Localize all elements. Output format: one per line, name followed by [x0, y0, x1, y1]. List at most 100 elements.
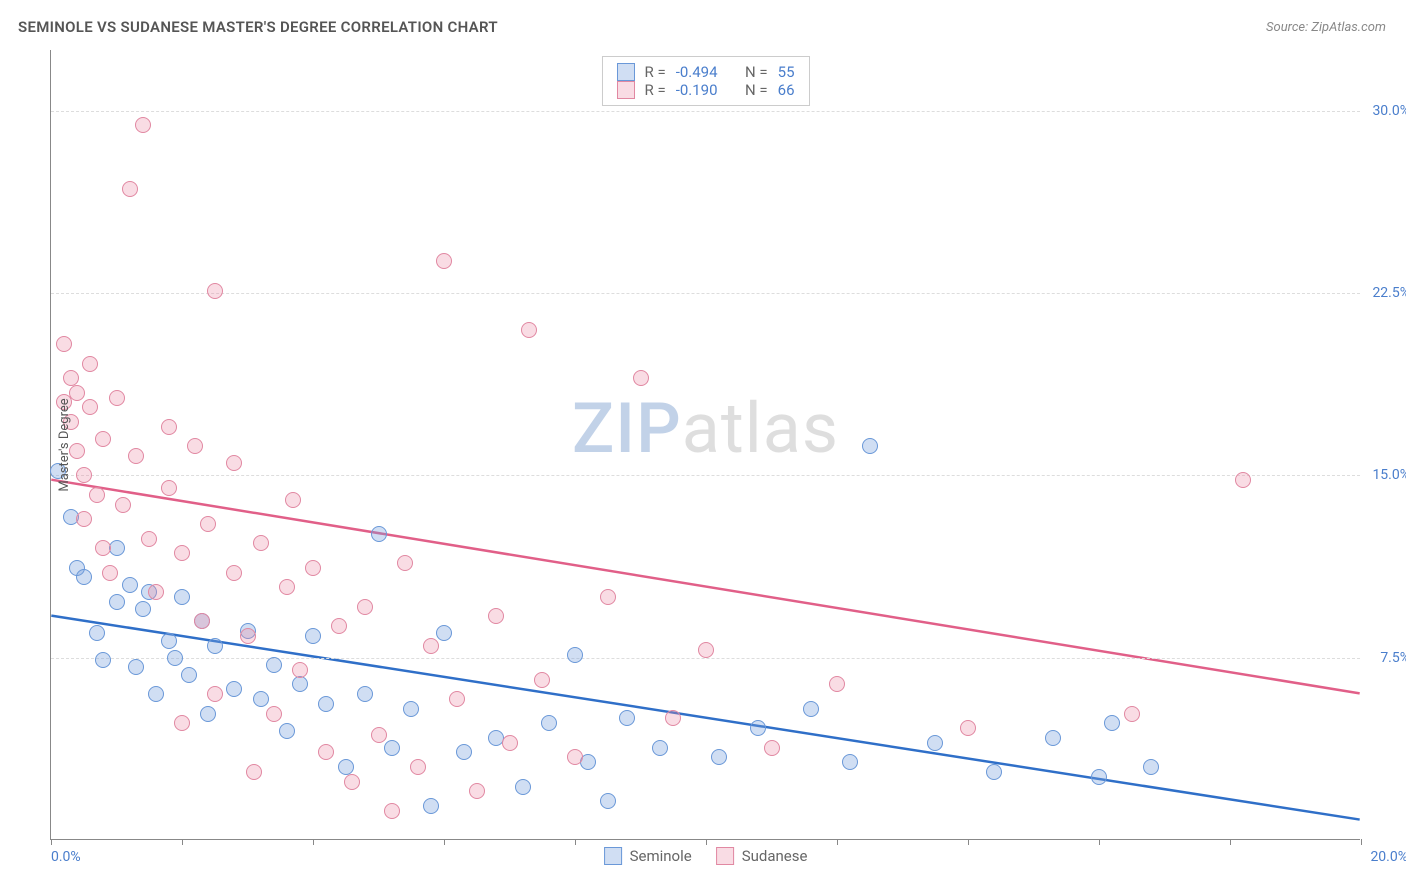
x-axis-max-label: 20.0%	[1370, 849, 1406, 865]
legend-swatch-seminole	[616, 63, 634, 81]
data-point	[305, 560, 321, 576]
data-point	[174, 589, 190, 605]
data-point	[711, 749, 727, 765]
y-tick-label: 30.0%	[1364, 103, 1406, 119]
watermark: ZIPatlas	[572, 388, 839, 470]
data-point	[384, 803, 400, 819]
data-point	[397, 555, 413, 571]
data-point	[423, 638, 439, 654]
data-point	[862, 438, 878, 454]
data-point	[842, 754, 858, 770]
data-point	[135, 117, 151, 133]
data-point	[141, 531, 157, 547]
data-point	[56, 336, 72, 352]
data-point	[1235, 472, 1251, 488]
data-point	[829, 676, 845, 692]
data-point	[436, 253, 452, 269]
data-point	[318, 696, 334, 712]
data-point	[600, 589, 616, 605]
data-point	[541, 715, 557, 731]
x-tick	[706, 839, 707, 845]
y-tick-label: 7.5%	[1364, 650, 1406, 666]
data-point	[128, 659, 144, 675]
data-point	[469, 783, 485, 799]
data-point	[423, 798, 439, 814]
legend-swatch-seminole	[604, 847, 622, 865]
data-point	[167, 650, 183, 666]
data-point	[76, 569, 92, 585]
data-point	[764, 740, 780, 756]
legend-item-seminole: Seminole	[604, 847, 692, 865]
legend-item-sudanese: Sudanese	[716, 847, 808, 865]
data-point	[449, 691, 465, 707]
data-point	[371, 727, 387, 743]
legend-label: Sudanese	[742, 847, 808, 865]
data-point	[207, 283, 223, 299]
data-point	[76, 467, 92, 483]
x-tick	[51, 839, 52, 845]
data-point	[194, 613, 210, 629]
data-point	[82, 399, 98, 415]
y-tick-label: 22.5%	[1364, 285, 1406, 301]
legend-r-label: R =	[644, 81, 665, 99]
data-point	[502, 735, 518, 751]
data-point	[292, 662, 308, 678]
data-point	[750, 720, 766, 736]
data-point	[95, 540, 111, 556]
data-point	[187, 438, 203, 454]
legend-n-value: 66	[778, 81, 795, 99]
legend-correlation: R = -0.494 N = 55 R = -0.190 N = 66	[601, 56, 809, 106]
legend-series: Seminole Sudanese	[604, 847, 808, 865]
chart-area: ZIPatlas R = -0.494 N = 55 R = -0.190 N …	[50, 50, 1360, 840]
data-point	[456, 744, 472, 760]
data-point	[927, 735, 943, 751]
data-point	[534, 672, 550, 688]
data-point	[384, 740, 400, 756]
data-point	[128, 448, 144, 464]
legend-n-label: N =	[745, 81, 768, 99]
data-point	[633, 370, 649, 386]
data-point	[161, 480, 177, 496]
data-point	[82, 356, 98, 372]
gridline	[51, 111, 1360, 112]
data-point	[89, 487, 105, 503]
y-axis-title: Master's Degree	[57, 398, 72, 491]
x-tick	[837, 839, 838, 845]
data-point	[410, 759, 426, 775]
data-point	[253, 691, 269, 707]
data-point	[403, 701, 419, 717]
data-point	[619, 710, 635, 726]
data-point	[436, 625, 452, 641]
data-point	[122, 577, 138, 593]
data-point	[226, 455, 242, 471]
x-tick	[1361, 839, 1362, 845]
data-point	[567, 749, 583, 765]
data-point	[665, 710, 681, 726]
data-point	[148, 686, 164, 702]
data-point	[1143, 759, 1159, 775]
data-point	[279, 579, 295, 595]
legend-swatch-sudanese	[616, 81, 634, 99]
data-point	[89, 625, 105, 641]
data-point	[161, 419, 177, 435]
watermark-zip: ZIP	[572, 388, 682, 470]
x-tick	[1230, 839, 1231, 845]
legend-n-label: N =	[745, 63, 768, 81]
legend-row-seminole: R = -0.494 N = 55	[616, 63, 794, 81]
data-point	[344, 774, 360, 790]
data-point	[246, 764, 262, 780]
data-point	[95, 652, 111, 668]
data-point	[1045, 730, 1061, 746]
data-point	[253, 535, 269, 551]
data-point	[305, 628, 321, 644]
x-tick	[444, 839, 445, 845]
trend-line	[51, 480, 1359, 694]
data-point	[266, 706, 282, 722]
gridline	[51, 475, 1360, 476]
data-point	[207, 638, 223, 654]
y-tick-label: 15.0%	[1364, 467, 1406, 483]
data-point	[652, 740, 668, 756]
legend-r-value: -0.494	[676, 63, 718, 81]
data-point	[488, 608, 504, 624]
data-point	[1104, 715, 1120, 731]
